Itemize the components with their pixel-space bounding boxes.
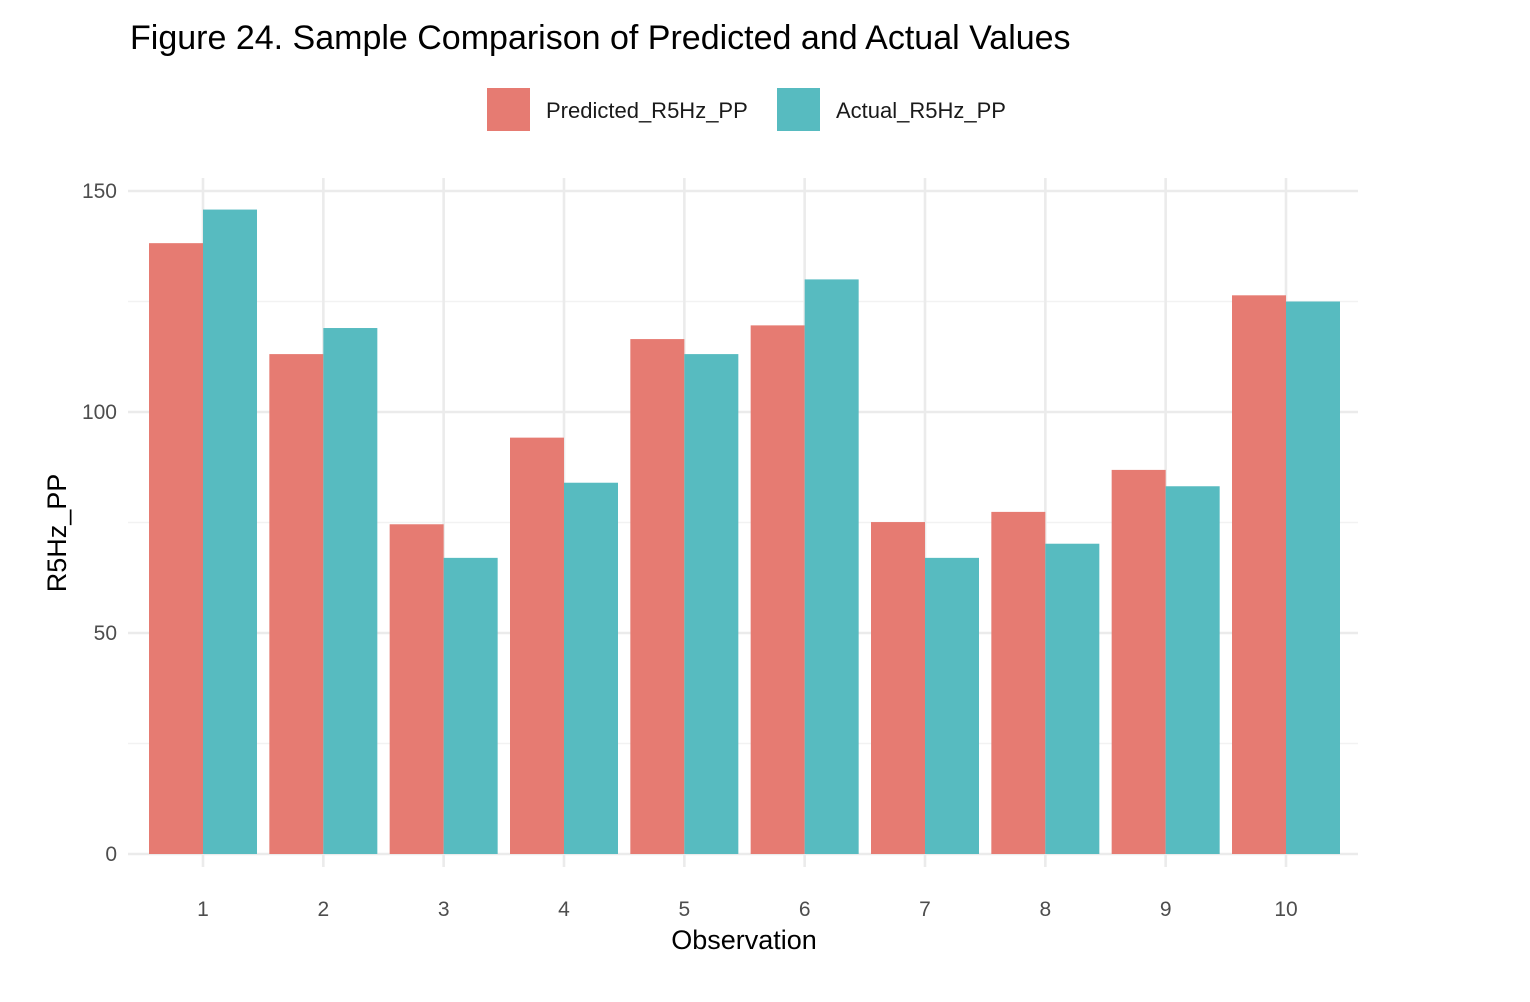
bar-predicted-8 — [991, 511, 1046, 854]
bar-actual-7 — [925, 557, 979, 854]
legend-label-actual: Actual_R5Hz_PP — [836, 98, 1006, 123]
bar-predicted-1 — [149, 243, 203, 854]
bar-actual-3 — [443, 557, 498, 854]
bar-predicted-4 — [510, 437, 564, 854]
x-tick-label: 2 — [317, 898, 329, 921]
bar-actual-8 — [1045, 543, 1100, 854]
x-axis-title: Observation — [671, 925, 817, 955]
y-tick-label: 100 — [82, 401, 117, 424]
x-tick-label: 9 — [1160, 898, 1172, 921]
legend-label-predicted: Predicted_R5Hz_PP — [546, 98, 748, 123]
chart-title: Figure 24. Sample Comparison of Predicte… — [130, 19, 1071, 57]
bars — [149, 209, 1340, 855]
bar-predicted-2 — [269, 354, 324, 854]
x-tick-label: 5 — [678, 898, 690, 921]
legend: Predicted_R5Hz_PP Actual_R5Hz_PP — [487, 88, 1006, 131]
x-tick-label: 1 — [197, 898, 209, 921]
bar-predicted-7 — [871, 522, 925, 854]
y-tick-label: 0 — [105, 843, 117, 866]
y-axis-ticks: 0 50 100 150 — [82, 180, 117, 866]
y-axis-title: R5Hz_PP — [42, 474, 72, 593]
legend-swatch-predicted — [487, 88, 530, 131]
bar-actual-1 — [203, 209, 257, 855]
y-tick-label: 150 — [82, 180, 117, 203]
bar-actual-10 — [1286, 301, 1340, 854]
bar-actual-4 — [564, 482, 618, 854]
y-tick-label: 50 — [94, 622, 117, 645]
x-tick-label: 10 — [1274, 898, 1297, 921]
bar-actual-2 — [323, 328, 378, 854]
bar-actual-9 — [1165, 486, 1220, 854]
x-tick-label: 6 — [799, 898, 811, 921]
bar-actual-6 — [804, 279, 859, 854]
legend-swatch-actual — [777, 88, 820, 131]
bar-actual-5 — [684, 354, 739, 854]
bar-predicted-5 — [630, 339, 685, 854]
bar-predicted-9 — [1111, 469, 1166, 854]
x-tick-label: 3 — [438, 898, 450, 921]
x-tick-label: 8 — [1039, 898, 1051, 921]
x-tick-label: 7 — [919, 898, 931, 921]
x-axis-ticks: 1 2 3 4 5 6 7 8 9 10 — [197, 898, 1298, 921]
bar-predicted-10 — [1232, 295, 1286, 854]
x-tick-label: 4 — [558, 898, 570, 921]
bar-predicted-6 — [750, 325, 805, 854]
bar-predicted-3 — [389, 524, 444, 854]
